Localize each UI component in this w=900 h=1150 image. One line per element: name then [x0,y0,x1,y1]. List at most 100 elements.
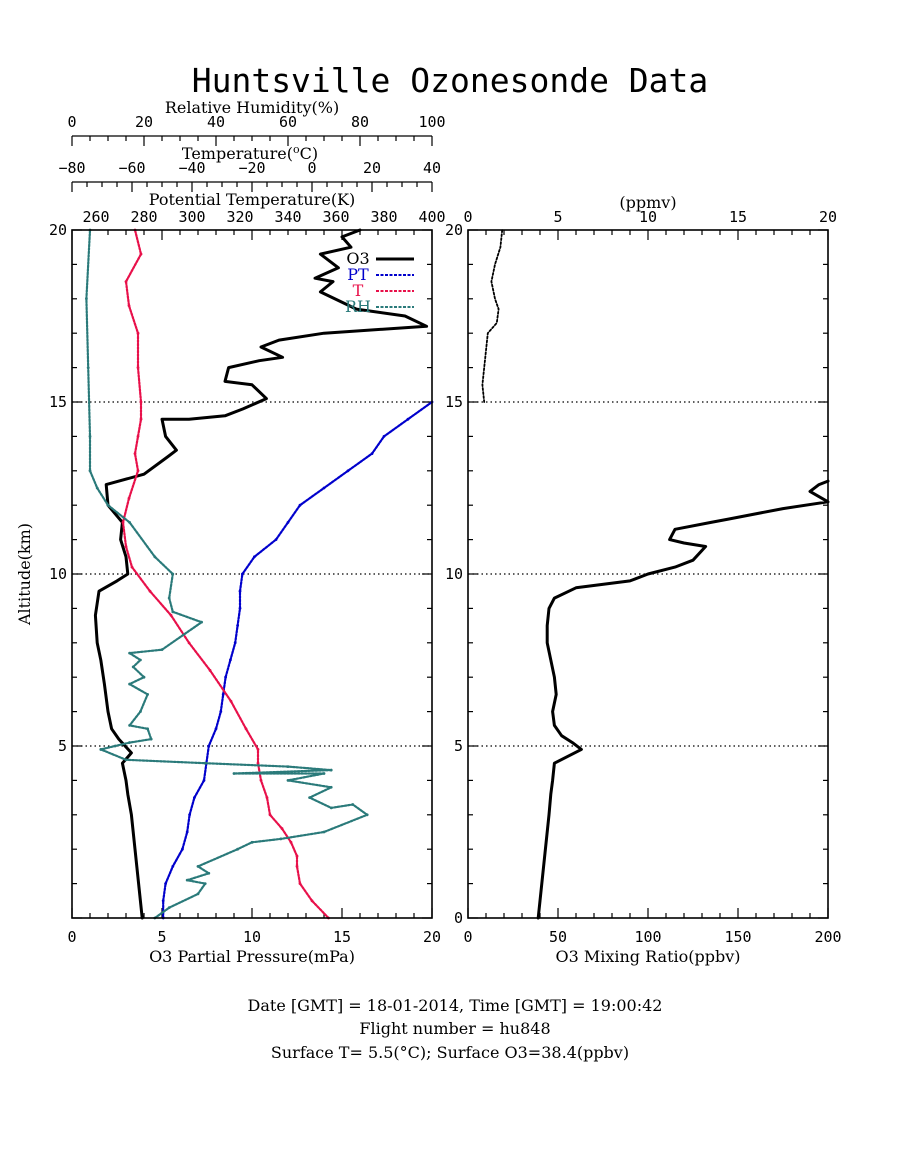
ppmv-tick-label: 0 [463,208,472,226]
series-point-t [136,366,140,369]
mr-xtick-label: 200 [814,928,841,946]
series-point-pt [161,899,165,903]
series-point-t [139,400,143,404]
series-point-t [136,469,140,473]
mr-xtick-label: 150 [724,928,751,946]
pt-tick-label: 300 [178,208,205,226]
series-point-pt [219,710,223,713]
series-point-rh [139,658,142,662]
temp-tick-label: 40 [423,159,441,177]
series-point-pt [382,435,386,438]
series-point-t [208,668,212,672]
series-point-t [295,854,299,858]
series-point-pt [229,658,232,662]
series-point-pt [346,469,350,473]
series-point-t [127,304,131,308]
series-point-rh [200,620,204,624]
series-line-o3 [93,228,429,920]
mr-xtick-label: 0 [463,928,472,946]
series-line-mixing-ratio [536,479,830,920]
temp-tick-label: −40 [178,159,205,177]
mr-xaxis-label: O3 Mixing Ratio(ppbv) [555,947,740,966]
series-point-pt [233,641,237,645]
series-point-pt [274,538,278,541]
series-point-t [295,865,299,868]
series-point-t [268,813,272,817]
mr-xtick-label: 100 [634,928,661,946]
rh-tick-label: 100 [418,113,445,131]
series-point-pt [214,727,218,731]
series-point-rh [286,765,290,769]
series-point-t [136,331,140,335]
series-point-rh [196,892,200,896]
temp-tick-label: −20 [238,159,265,177]
rh-tick-label: 40 [207,113,225,131]
series-point-rh [95,486,99,490]
left-ytick-label: 5 [58,737,67,755]
series-point-rh [167,596,171,600]
series-point-pt [253,555,256,559]
rh-tick-label: 20 [135,113,153,131]
temp-tick-label: −60 [118,159,145,177]
series-point-rh [279,837,283,841]
series-point-t [244,727,248,731]
series-point-rh [329,806,333,810]
ppmv-axis-title: (ppmv) [619,193,676,212]
series-point-rh [250,840,254,844]
rh-tick-label: 0 [67,113,76,131]
series-point-t [127,496,131,500]
series-point-t [229,699,233,703]
series-point-rh [86,366,90,369]
series-point-rh [207,871,211,875]
left-ytick-label: 15 [49,393,67,411]
o3pp-xtick-label: 10 [243,928,261,946]
series-point-rh [128,741,132,744]
series-point-rh [232,772,236,775]
series-point-t [256,761,260,765]
series-point-rh [365,813,369,817]
series-point-rh [351,803,355,806]
series-point-pt [370,452,374,455]
series-point-rh [185,878,189,882]
series-point-rh [88,435,92,438]
mr-xtick-label: 50 [549,928,567,946]
series-point-pt [298,503,302,507]
series-point-rh [128,651,132,655]
series-point-rh [85,297,88,301]
footer-date-time: Date [GMT] = 18-01-2014, Time [GMT] = 19… [248,996,663,1015]
pt-tick-label: 260 [82,208,109,226]
series-point-t [259,779,263,782]
series-point-pt [202,779,206,782]
series-point-pt [171,865,175,868]
series-point-t [133,452,137,455]
series-point-pt [207,744,211,748]
left-ytick-label: 20 [49,221,67,239]
series-point-rh [106,503,110,507]
left-ytick-label: 10 [49,565,67,583]
series-point-rh [329,785,333,789]
temp-tick-label: −80 [58,159,85,177]
series-line-pt [162,400,434,920]
ppmv-tick-label: 5 [553,208,562,226]
series-point-t [124,280,128,283]
legend-label-pt: PT [347,265,369,284]
ppmv-tick-label: 15 [729,208,747,226]
footer-flight-number: Flight number = hu848 [359,1019,550,1038]
series-point-rh [124,758,128,762]
series-point-rh [286,779,290,782]
rh-tick-label: 80 [351,113,369,131]
o3pp-xtick-label: 0 [67,928,76,946]
right-ytick-label: 0 [454,909,463,927]
series-point-pt [241,572,244,576]
series-point-pt [193,796,196,799]
o3pp-xtick-label: 5 [157,928,166,946]
series-point-pt [181,847,184,851]
series-point-t [256,748,260,751]
ppmv-tick-label: 20 [819,208,837,226]
temp-axis-title-sup: o [293,143,300,156]
series-point-pt [188,813,192,817]
series-point-rh [153,555,157,559]
temp-axis-title-tail: C) [300,144,318,163]
series-point-rh [88,469,92,473]
